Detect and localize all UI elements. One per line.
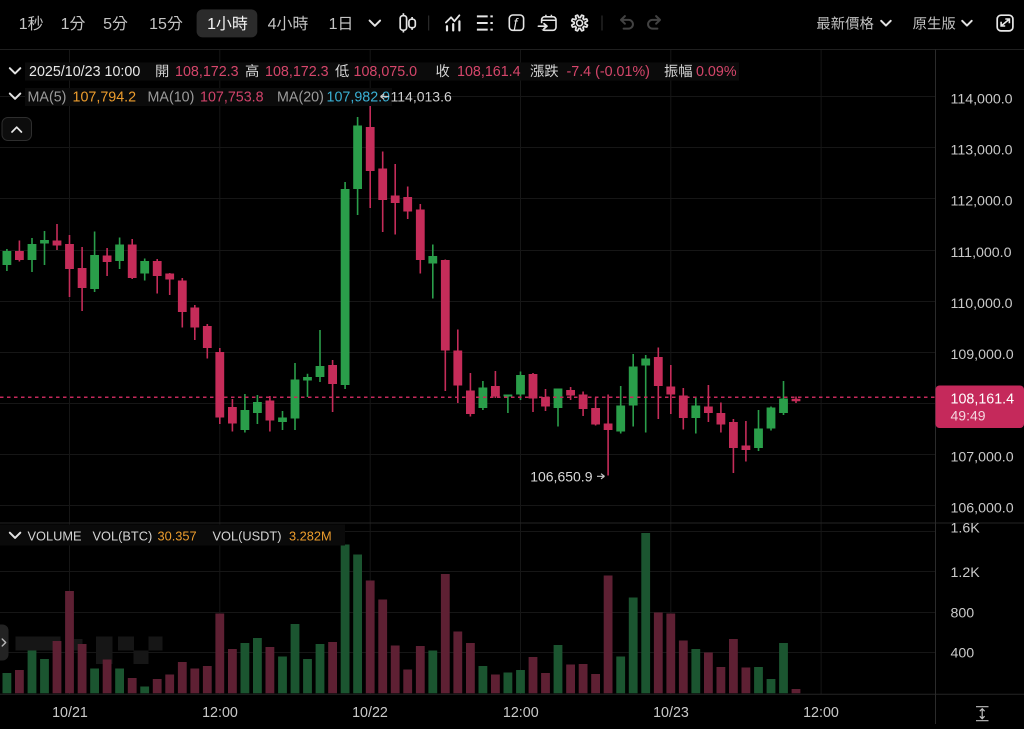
svg-text:114,000.0: 114,000.0 xyxy=(951,91,1013,107)
svg-text:106,650.9: 106,650.9 xyxy=(530,468,592,484)
svg-text:110,000.0: 110,000.0 xyxy=(951,296,1013,312)
svg-text:1: 1 xyxy=(329,16,338,33)
svg-text:112,000.0: 112,000.0 xyxy=(951,194,1013,210)
svg-text:108,172.3: 108,172.3 xyxy=(265,64,329,80)
svg-text:107,753.8: 107,753.8 xyxy=(200,90,264,106)
svg-text:108,161.4: 108,161.4 xyxy=(457,64,521,80)
svg-text:108,075.0: 108,075.0 xyxy=(354,64,418,80)
svg-text:VOLUME: VOLUME xyxy=(28,528,82,543)
svg-text:2025/10/23 10:00: 2025/10/23 10:00 xyxy=(29,64,140,80)
svg-text:ƒ: ƒ xyxy=(512,16,520,31)
svg-text:109,000.0: 109,000.0 xyxy=(951,347,1014,363)
svg-text:1: 1 xyxy=(19,16,28,33)
svg-text:113,000.0: 113,000.0 xyxy=(951,143,1013,159)
svg-text:107,982.9: 107,982.9 xyxy=(327,90,391,106)
svg-text:107,794.2: 107,794.2 xyxy=(73,90,137,106)
svg-text:1: 1 xyxy=(61,16,70,33)
svg-text:MA(5): MA(5) xyxy=(28,90,67,106)
svg-text:114,013.6: 114,013.6 xyxy=(391,88,452,104)
svg-text:111,000.0: 111,000.0 xyxy=(951,245,1012,261)
svg-text:400: 400 xyxy=(951,646,975,662)
svg-text:12:00: 12:00 xyxy=(803,705,839,721)
svg-text:1: 1 xyxy=(207,16,216,33)
svg-text:10/23: 10/23 xyxy=(653,705,689,721)
svg-text:4: 4 xyxy=(268,16,277,33)
svg-text:VOL(BTC): VOL(BTC) xyxy=(93,528,153,543)
svg-text:10/21: 10/21 xyxy=(52,705,88,721)
svg-text:1.6K: 1.6K xyxy=(951,521,981,537)
svg-text:5: 5 xyxy=(103,16,112,33)
svg-text:MA(20): MA(20) xyxy=(277,90,324,106)
svg-text:3.282M: 3.282M xyxy=(289,528,332,543)
svg-text:1.2K: 1.2K xyxy=(951,565,981,581)
svg-text:12:00: 12:00 xyxy=(202,705,238,721)
svg-text:0.09%: 0.09% xyxy=(696,64,737,80)
svg-text:VOL(USDT): VOL(USDT) xyxy=(213,528,282,543)
svg-text:800: 800 xyxy=(951,606,975,622)
svg-text:30.357: 30.357 xyxy=(158,528,197,543)
svg-text:49:49: 49:49 xyxy=(951,408,986,424)
svg-text:MA(10): MA(10) xyxy=(148,90,195,106)
svg-text:108,161.4: 108,161.4 xyxy=(951,391,1015,407)
svg-text:15: 15 xyxy=(149,16,167,33)
svg-text:106,000.0: 106,000.0 xyxy=(951,500,1014,516)
svg-text:12:00: 12:00 xyxy=(503,705,539,721)
svg-text:108,172.3: 108,172.3 xyxy=(175,64,239,80)
svg-text:10/22: 10/22 xyxy=(352,705,388,721)
svg-text:107,000.0: 107,000.0 xyxy=(951,449,1014,465)
svg-text:-7.4 (-0.01%): -7.4 (-0.01%) xyxy=(567,64,650,80)
